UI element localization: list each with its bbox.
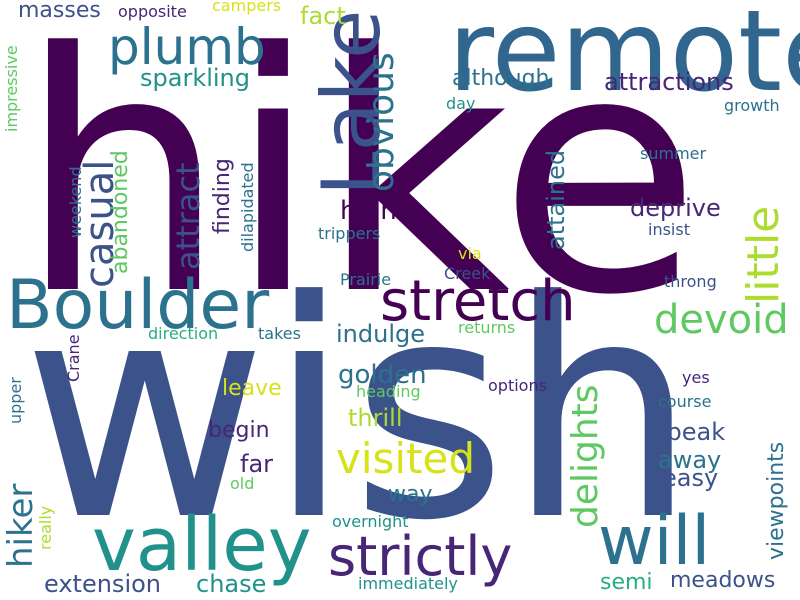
word-plumb: plumb [108, 18, 266, 76]
word-returns: returns [458, 318, 516, 337]
word-growth: growth [724, 96, 780, 115]
word-hiker: hiker [1, 483, 41, 568]
word-hike: hike [18, 0, 702, 367]
word-via: via [458, 244, 482, 263]
word-course: course [658, 392, 712, 411]
word-creek: Creek [444, 264, 491, 283]
word-direction: direction [148, 324, 219, 343]
word-deprive: deprive [630, 194, 721, 222]
word-high: high [340, 196, 397, 226]
word-away: away [658, 446, 722, 474]
word-visited: visited [336, 434, 476, 483]
word-attract: attract [169, 162, 207, 270]
word-devoid: devoid [654, 297, 789, 343]
word-extension: extension [44, 570, 161, 598]
word-insist: insist [648, 220, 690, 239]
word-indulge: indulge [336, 320, 425, 348]
word-old: old [230, 474, 255, 493]
word-begin: begin [208, 418, 270, 443]
word-abandoned: abandoned [108, 150, 133, 274]
word-sparkling: sparkling [140, 64, 250, 92]
word-opposite: opposite [118, 2, 187, 21]
word-masses: masses [18, 0, 101, 23]
word-attained: attained [542, 149, 570, 250]
word-viewpoints: viewpoints [764, 441, 789, 560]
word-attractions: attractions [604, 68, 734, 96]
word-way: way [388, 482, 433, 507]
word-will: will [598, 502, 711, 581]
word-campers: campers [212, 0, 282, 15]
word-heading: heading [356, 382, 421, 401]
word-summer: summer [640, 144, 707, 163]
word-far: far [240, 450, 274, 478]
word-strictly: strictly [328, 525, 513, 588]
word-options: options [488, 376, 547, 395]
word-impressive: impressive [2, 45, 21, 132]
word-leave: leave [222, 376, 282, 401]
word-little: little [738, 205, 789, 304]
word-remote: remote [448, 0, 800, 117]
word-valley: valley [92, 502, 312, 588]
word-really: really [36, 505, 55, 550]
word-crane: Crane [64, 334, 83, 382]
word-golden: golden [338, 360, 427, 390]
word-prairie: Prairie [340, 270, 392, 289]
word-yes: yes [682, 368, 710, 387]
word-weekend: weekend [66, 166, 85, 238]
word-upper: upper [6, 377, 25, 424]
word-immediately: immediately [358, 574, 458, 593]
word-dilapidated: dilapidated [238, 162, 257, 252]
word-delights: delights [565, 384, 606, 528]
word-meadows: meadows [670, 568, 776, 593]
word-fact: fact [300, 2, 346, 30]
word-boulder: Boulder [6, 266, 270, 345]
word-easy: easy [662, 464, 719, 492]
word-obvious: obvious [361, 52, 402, 192]
word-wish: wish [22, 237, 698, 586]
word-takes: takes [258, 324, 301, 343]
word-thrill: thrill [348, 404, 403, 432]
word-stretch: stretch [380, 269, 576, 334]
word-chase: chase [196, 570, 267, 598]
word-speak: speak [654, 418, 726, 446]
word-throng: throng [664, 272, 717, 291]
word-finding: finding [210, 158, 235, 234]
word-semi: semi [600, 570, 653, 595]
word-day: day [446, 94, 476, 113]
word-although: although [452, 66, 550, 91]
word-trippers: trippers [318, 224, 381, 243]
word-overnight: overnight [332, 512, 409, 531]
